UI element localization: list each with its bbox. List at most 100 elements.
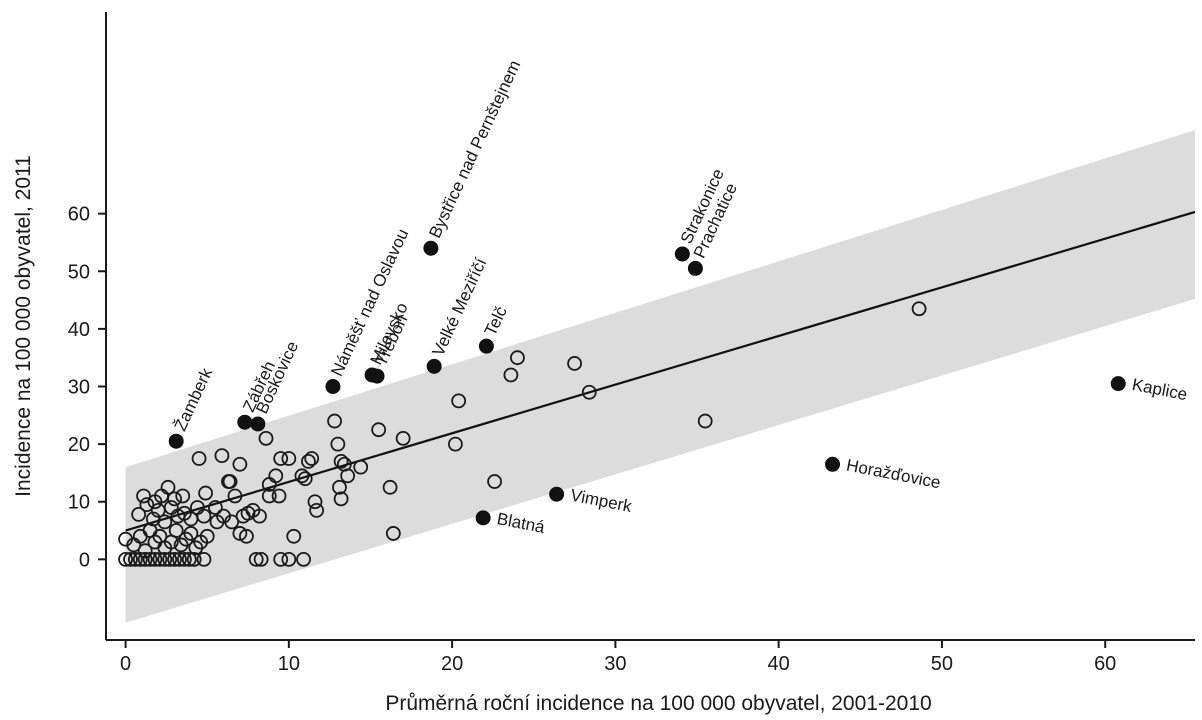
open-data-point	[253, 551, 269, 567]
open-data-point	[191, 451, 207, 466]
open-data-point	[395, 430, 411, 446]
open-data-point	[198, 485, 213, 501]
open-data-point	[183, 526, 199, 541]
highlighted-data-point	[549, 486, 565, 502]
point-label: Telč	[481, 303, 511, 339]
open-data-point	[232, 526, 248, 541]
open-data-point	[196, 551, 212, 567]
open-data-point	[227, 488, 243, 504]
open-data-point	[273, 551, 289, 567]
open-data-point	[286, 528, 302, 544]
point-label: Žamberk	[171, 365, 217, 434]
open-data-point	[139, 497, 155, 513]
y-tick-label: 0	[79, 549, 90, 571]
open-data-point	[147, 551, 163, 567]
open-data-point	[304, 451, 320, 466]
open-data-point	[160, 479, 176, 495]
open-data-point	[157, 551, 173, 567]
point-label: Bystřice nad Pernštejnem	[425, 57, 524, 241]
x-tick-label: 30	[604, 653, 626, 675]
open-data-point	[327, 413, 342, 429]
open-data-point	[261, 477, 277, 492]
highlighted-data-point	[475, 510, 491, 526]
point-label: Blatná	[495, 509, 546, 537]
highlighted-data-point	[687, 260, 703, 276]
open-data-point	[232, 456, 248, 472]
x-axis-title: Průměrná roční incidence na 100 000 obyv…	[385, 692, 931, 715]
open-data-point	[142, 551, 158, 567]
open-data-point	[296, 551, 311, 567]
x-tick-label: 50	[931, 653, 953, 675]
x-tick-label: 60	[1094, 653, 1116, 675]
open-data-point	[248, 551, 264, 567]
highlighted-data-point	[369, 368, 385, 384]
open-data-point	[487, 474, 502, 489]
y-tick-label: 40	[68, 319, 90, 341]
open-data-point	[510, 350, 525, 366]
open-data-point	[137, 543, 153, 559]
open-data-point	[176, 551, 192, 567]
x-tick-label: 0	[120, 653, 131, 675]
open-data-point	[503, 367, 519, 383]
open-data-point	[172, 551, 187, 567]
x-tick-label: 10	[278, 653, 300, 675]
regression-line	[125, 210, 1196, 532]
highlighted-data-point	[325, 378, 341, 394]
open-data-point	[581, 384, 597, 400]
highlighted-data-point	[237, 414, 253, 430]
open-data-point	[222, 474, 238, 489]
x-tick-label: 20	[441, 653, 463, 675]
open-data-point	[333, 453, 349, 469]
highlighted-data-point	[674, 246, 690, 262]
open-data-point	[271, 488, 287, 504]
open-data-point	[281, 451, 297, 466]
open-data-point	[181, 551, 197, 567]
point-label: Vimperk	[569, 486, 634, 517]
open-data-point	[131, 507, 147, 522]
open-data-point	[252, 508, 267, 524]
open-data-point	[136, 488, 151, 504]
open-points-layer	[118, 301, 927, 567]
open-data-point	[168, 523, 184, 538]
open-data-point	[207, 500, 223, 515]
point-label: Kaplice	[1131, 375, 1189, 404]
open-data-point	[214, 448, 230, 464]
open-data-point	[294, 468, 310, 484]
open-data-point	[697, 413, 713, 429]
open-data-point	[281, 551, 297, 567]
open-data-point	[186, 551, 202, 567]
y-tick-label: 50	[68, 261, 90, 283]
open-data-point	[385, 526, 401, 541]
open-data-point	[196, 508, 212, 524]
regression-line-layer	[125, 210, 1196, 532]
y-tick-label: 10	[68, 492, 90, 514]
y-tick-label: 60	[68, 204, 90, 226]
open-data-point	[447, 436, 463, 452]
highlighted-data-point	[825, 456, 841, 472]
open-data-point	[199, 528, 215, 544]
open-data-point	[123, 551, 138, 567]
highlighted-data-point	[168, 433, 184, 449]
axis-ticks: 0 10 20 30 40 50 60 0 10 20 30 40 50 60	[68, 204, 1117, 675]
open-data-point	[258, 430, 274, 446]
y-tick-label: 20	[68, 434, 90, 456]
open-data-point	[261, 488, 277, 504]
open-data-point	[118, 551, 133, 567]
open-data-point	[157, 514, 173, 530]
y-tick-label: 30	[68, 376, 90, 398]
open-data-point	[307, 494, 323, 510]
open-data-point	[330, 436, 346, 452]
y-axis-title: Incidence na 100 000 obyvatel, 2011	[12, 155, 35, 497]
highlighted-data-point	[478, 338, 494, 354]
open-data-point	[167, 551, 182, 567]
highlighted-data-point	[1110, 376, 1126, 392]
axes-frame	[105, 12, 1195, 641]
open-data-point	[273, 451, 289, 466]
open-data-point	[567, 356, 582, 371]
highlighted-data-point	[250, 416, 266, 432]
highlighted-data-point	[423, 240, 439, 256]
open-data-point	[175, 488, 191, 504]
open-data-point	[371, 422, 387, 438]
open-data-point	[224, 514, 240, 530]
